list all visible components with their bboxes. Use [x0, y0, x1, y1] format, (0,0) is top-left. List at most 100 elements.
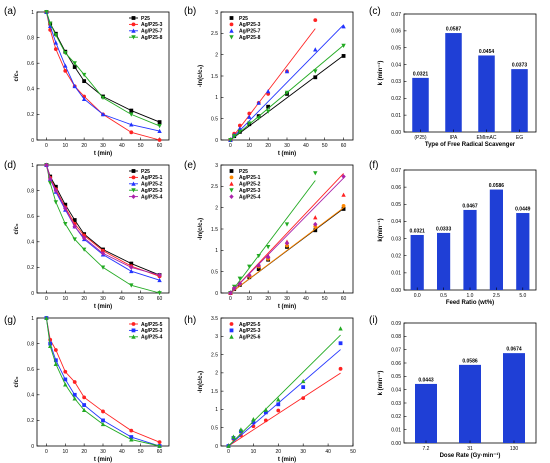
data-point: [129, 428, 134, 433]
data-point: [237, 126, 243, 131]
data-point: [129, 130, 134, 135]
x-tick-label: 50: [138, 143, 144, 149]
data-point: [129, 268, 134, 274]
data-point: [44, 162, 49, 168]
y-tick-label: 0.2: [27, 112, 34, 118]
x-tick-label: 50: [138, 296, 144, 302]
series-ag-p25-7: [228, 24, 346, 142]
legend: Ag/P25-5Ag/P25-3Ag/P25-4: [129, 322, 163, 341]
y-tick-label: 2.5: [211, 184, 218, 190]
x-tick-label: 50: [350, 449, 356, 455]
data-point: [129, 261, 134, 266]
data-point: [300, 378, 306, 384]
bar-value-label: 0.0467: [462, 203, 478, 209]
legend-label: Ag/P25-3: [141, 22, 163, 28]
panel-label: (e): [184, 160, 196, 171]
x-tick-label: 40: [119, 143, 125, 149]
x-tick-label: 50: [322, 143, 328, 149]
bar-value-label: 0.0674: [506, 347, 522, 353]
x-axis-label: t (min): [94, 457, 112, 463]
data-point: [157, 120, 162, 124]
y-tick-label: 0.07: [391, 347, 401, 353]
bar: [445, 33, 462, 133]
y-tick-label: 0.00: [391, 130, 401, 136]
legend-label: Ag/P25-5: [141, 322, 163, 328]
data-point: [53, 184, 58, 189]
y-tick-label: 1: [215, 95, 218, 101]
y-tick-label: 0.01: [391, 113, 401, 119]
y-tick-label: 3: [215, 163, 218, 169]
bar: [489, 189, 503, 290]
y-tick-label: 0: [215, 291, 218, 297]
y-tick-label: 0.03: [391, 236, 401, 242]
y-tick-label: 1.5: [211, 389, 218, 395]
data-point: [100, 265, 106, 270]
x-tick-label: 50: [322, 296, 328, 302]
legend-marker: [131, 322, 136, 326]
x-tick-label: 40: [303, 143, 309, 149]
legend-marker: [229, 169, 234, 173]
y-axis-label: -ln(c/c₀): [198, 218, 204, 240]
x-tick-label: 10: [247, 143, 253, 149]
legend-marker: [131, 175, 136, 180]
data-point: [256, 267, 261, 272]
x-tick-label: 0.0: [414, 293, 421, 299]
panel-f: (f) 0.00 0.01 0.02 0.03 0.04 0.05 0.06 0.07 k(min…: [369, 160, 537, 306]
y-tick-label: 1: [31, 316, 34, 322]
data-point: [48, 21, 53, 26]
legend-marker: [131, 169, 136, 173]
legend-label: Ag/P25-4: [239, 194, 261, 200]
x-tick-label: 20: [81, 143, 87, 149]
y-tick-label: 0.04: [391, 62, 401, 68]
x-tick-label: 40: [119, 296, 125, 302]
y-tick-label: 0.02: [391, 96, 401, 102]
x-tick-label: 20: [276, 449, 282, 455]
x-tick-label: 0: [227, 449, 230, 455]
x-tick-label: 40: [325, 449, 331, 455]
x-tick-label: 30: [100, 143, 106, 149]
data-point: [48, 343, 53, 349]
legend-marker: [131, 334, 136, 339]
data-point: [226, 443, 231, 448]
y-tick-label: 1: [31, 163, 34, 169]
panel-label: (b): [184, 6, 196, 17]
legend-label: Ag/P25-6: [239, 335, 261, 341]
data-point: [81, 72, 87, 78]
panel-a: (a) 0 0.2 0.4 0.6 0.8 1 c/c₀ 0 10 20 30 40 50 60 t (min…: [4, 6, 170, 157]
data-point: [72, 396, 77, 401]
y-tick-label: 0.06: [391, 361, 401, 367]
legend-label: P25: [239, 16, 248, 22]
panel-label: (h): [184, 315, 196, 326]
data-point: [251, 417, 256, 422]
y-tick-label: 0.2: [27, 265, 34, 271]
x-tick-label: 60: [341, 143, 347, 149]
data-point: [232, 285, 237, 291]
panel-label: (g): [4, 315, 16, 326]
bar: [410, 234, 424, 290]
x-axis-label: t (min): [278, 304, 296, 310]
x-tick-label: 50: [138, 449, 144, 455]
data-point: [81, 96, 87, 101]
data-point: [53, 361, 59, 366]
data-point: [72, 218, 77, 222]
series-ag-p25-8: [228, 43, 346, 143]
data-point: [63, 377, 68, 382]
legend-marker: [229, 175, 234, 180]
y-tick-label: 1: [215, 248, 218, 254]
data-point: [53, 348, 58, 352]
y-tick-label: 0.05: [391, 374, 401, 380]
data-point: [63, 221, 68, 227]
bar: [511, 69, 528, 132]
panel-d: (d) 0 0.2 0.4 0.6 0.8 1 c/c₀ 0 10 20 30 40 50 60 t (min…: [4, 160, 170, 310]
data-point: [157, 272, 162, 278]
x-axis-label: t (min): [94, 151, 112, 157]
data-point: [63, 51, 68, 56]
data-point: [263, 407, 269, 412]
legend-label: Ag/P25-4: [141, 335, 163, 341]
fit-line: [230, 207, 344, 294]
data-point: [247, 114, 252, 119]
data-point: [53, 358, 58, 363]
legend-marker: [131, 35, 136, 40]
